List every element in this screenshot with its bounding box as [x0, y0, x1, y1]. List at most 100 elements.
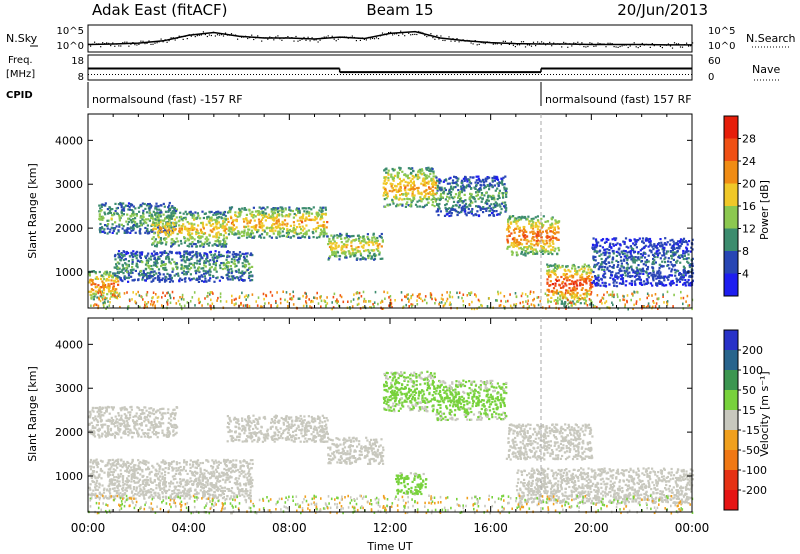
scatter-cell: [395, 196, 398, 199]
scatter-cell: [391, 176, 394, 179]
scatter-cell: [265, 227, 268, 230]
scatter-cell: [410, 188, 413, 191]
scatter-cell: [275, 219, 278, 223]
scatter-cell: [249, 233, 253, 236]
scatter-cell: [154, 206, 157, 209]
scatter-cell: [521, 233, 525, 236]
scatter-cell: [235, 233, 238, 236]
scatter-cell: [106, 232, 109, 235]
scatter-cell: [219, 240, 222, 243]
scatter-cell: [191, 225, 194, 228]
scatter-cell: [168, 208, 171, 211]
noise-search-point: [273, 39, 275, 41]
scatter-cell: [596, 278, 599, 281]
scatter-cell: [336, 251, 339, 254]
scatter-cell: [282, 234, 285, 237]
ground-scatter-cell: [244, 304, 247, 307]
scatter-cell: [367, 237, 370, 240]
scatter-cell: [168, 222, 171, 225]
scatter-cell: [223, 243, 226, 246]
scatter-cell: [419, 197, 423, 201]
scatter-cell: [139, 219, 142, 223]
scatter-cell: [134, 207, 137, 210]
scatter-cell: [251, 265, 254, 268]
scatter-cell: [243, 259, 246, 262]
scatter-cell: [374, 237, 377, 240]
scatter-cell: [451, 179, 455, 182]
scatter-cell: [107, 212, 110, 215]
scatter-cell: [603, 262, 606, 265]
scatter-cell: [494, 189, 497, 192]
scatter-cell: [516, 220, 519, 223]
scatter-cell: [414, 175, 417, 178]
scatter-cell: [123, 253, 126, 257]
scatter-cell: [317, 212, 320, 215]
scatter-cell: [307, 229, 310, 232]
scatter-cell: [373, 258, 376, 261]
scatter-cell: [645, 237, 648, 240]
scatter-cell: [280, 209, 283, 212]
scatter-cell: [213, 226, 216, 229]
ground-scatter-cell: [686, 294, 689, 298]
scatter-cell: [373, 252, 376, 255]
scatter-cell: [680, 242, 683, 246]
scatter-cell: [546, 263, 549, 266]
noise-search-point: [168, 40, 170, 42]
scatter-cell: [560, 290, 563, 294]
scatter-cell: [158, 271, 161, 274]
scatter-cell: [460, 210, 463, 214]
scatter-cell: [210, 216, 213, 219]
scatter-cell: [182, 258, 185, 261]
ground-scatter-cell: [411, 304, 413, 308]
scatter-cell: [556, 252, 559, 255]
ground-scatter-cell: [297, 297, 300, 300]
ground-scatter-cell: [622, 294, 624, 298]
scatter-cell: [159, 240, 162, 243]
scatter-cell: [554, 278, 558, 281]
noise-search-point: [530, 45, 533, 47]
scatter-cell: [223, 217, 226, 220]
scatter-cell: [504, 187, 507, 190]
ground-scatter-cell: [663, 301, 665, 304]
scatter-cell: [217, 231, 220, 234]
scatter-cell: [536, 230, 539, 233]
scatter-cell: [110, 226, 113, 229]
scatter-cell: [548, 239, 551, 242]
scatter-cell: [119, 270, 122, 273]
scatter-cell: [432, 192, 435, 195]
scatter-cell: [671, 238, 674, 241]
scatter-cell: [122, 202, 125, 205]
scatter-cell: [450, 185, 453, 188]
noise-search-point: [249, 37, 251, 39]
scatter-cell: [465, 206, 468, 209]
scatter-cell: [195, 233, 198, 236]
scatter-cell: [682, 274, 685, 277]
scatter-cell: [126, 231, 129, 234]
scatter-cell: [191, 245, 194, 248]
scatter-cell: [121, 227, 124, 230]
scatter-cell: [176, 267, 179, 271]
scatter-cell: [561, 282, 564, 285]
scatter-cell: [117, 253, 120, 256]
scatter-cell: [629, 250, 632, 253]
scatter-cell: [108, 286, 111, 289]
scatter-cell: [103, 231, 106, 234]
scatter-cell: [249, 219, 252, 222]
scatter-cell: [475, 175, 478, 178]
ground-scatter-cell: [627, 308, 629, 311]
noise-search-point: [384, 33, 386, 35]
ground-scatter-cell: [358, 291, 361, 295]
scatter-cell: [489, 194, 492, 198]
scatter-cell: [347, 235, 350, 238]
ground-scatter-cell: [173, 296, 175, 300]
scatter-cell: [122, 267, 126, 270]
scatter-cell: [301, 235, 304, 238]
scatter-cell: [590, 278, 593, 281]
scatter-cell: [110, 217, 113, 220]
noise-search-point: [442, 39, 444, 41]
noise-search-point: [392, 34, 394, 36]
scatter-cell: [425, 188, 428, 192]
scatter-cell: [507, 220, 510, 223]
scatter-cell: [127, 220, 131, 223]
scatter-cell: [166, 231, 170, 234]
